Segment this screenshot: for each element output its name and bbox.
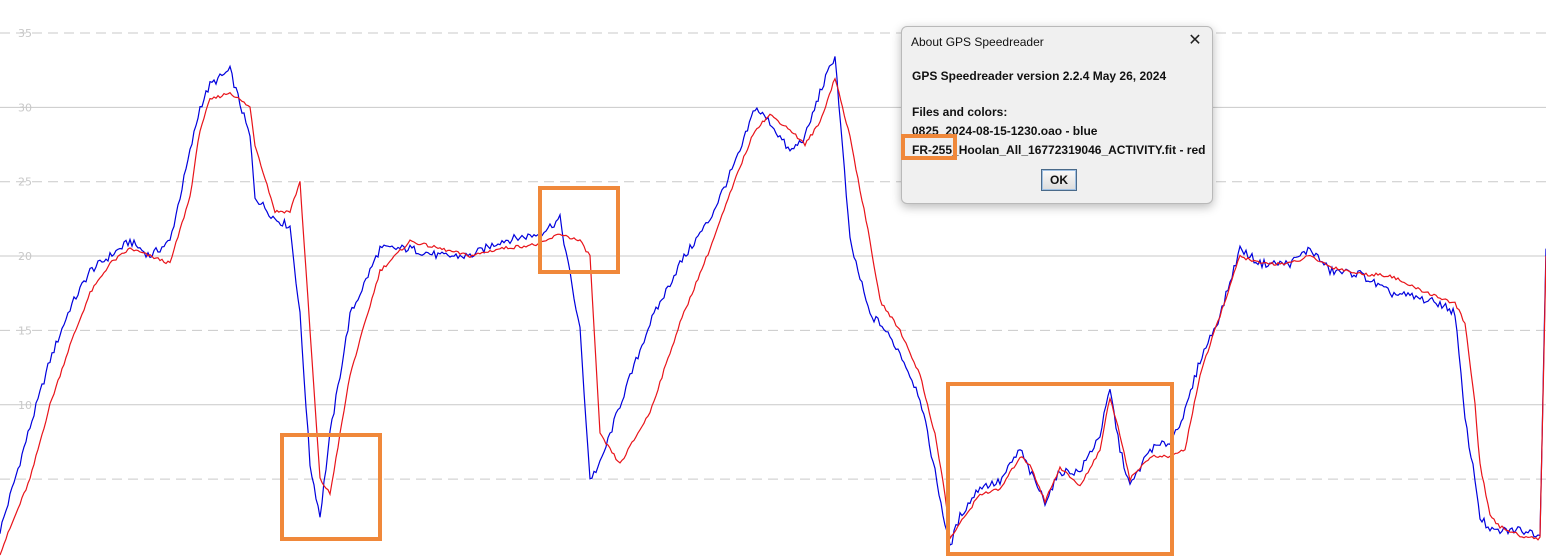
ok-button[interactable]: OK	[1041, 169, 1077, 191]
close-icon[interactable]: ✕	[1188, 32, 1202, 49]
file-blue-entry: 0825_2024-08-15-1230.oao - blue	[912, 124, 1098, 138]
annotation-box	[946, 382, 1174, 556]
file-red-entry: FR-255_Hoolan_All_16772319046_ACTIVITY.f…	[912, 143, 1206, 157]
annotation-box	[280, 433, 382, 541]
version-text: GPS Speedreader version 2.2.4 May 26, 20…	[912, 69, 1167, 83]
y-axis-ticks: 35 30 25 20 15 10	[18, 27, 32, 412]
annotation-boxes	[280, 186, 1174, 556]
y-tick-label: 25	[18, 176, 32, 189]
about-dialog: About GPS Speedreader ✕ GPS Speedreader …	[901, 26, 1213, 204]
y-tick-label: 10	[18, 399, 32, 412]
annotation-box	[538, 186, 620, 274]
files-heading: Files and colors:	[912, 105, 1008, 119]
series-line-red	[0, 77, 1546, 556]
y-tick-label: 20	[18, 250, 32, 263]
y-tick-label: 15	[18, 324, 32, 337]
series-line-blue	[0, 56, 1546, 546]
series-lines	[0, 56, 1546, 556]
grid-lines	[0, 32, 1546, 480]
y-tick-label: 30	[18, 101, 32, 114]
dialog-title: About GPS Speedreader	[911, 35, 1044, 49]
y-tick-label: 35	[18, 27, 32, 40]
filename-highlight-box	[901, 134, 957, 160]
